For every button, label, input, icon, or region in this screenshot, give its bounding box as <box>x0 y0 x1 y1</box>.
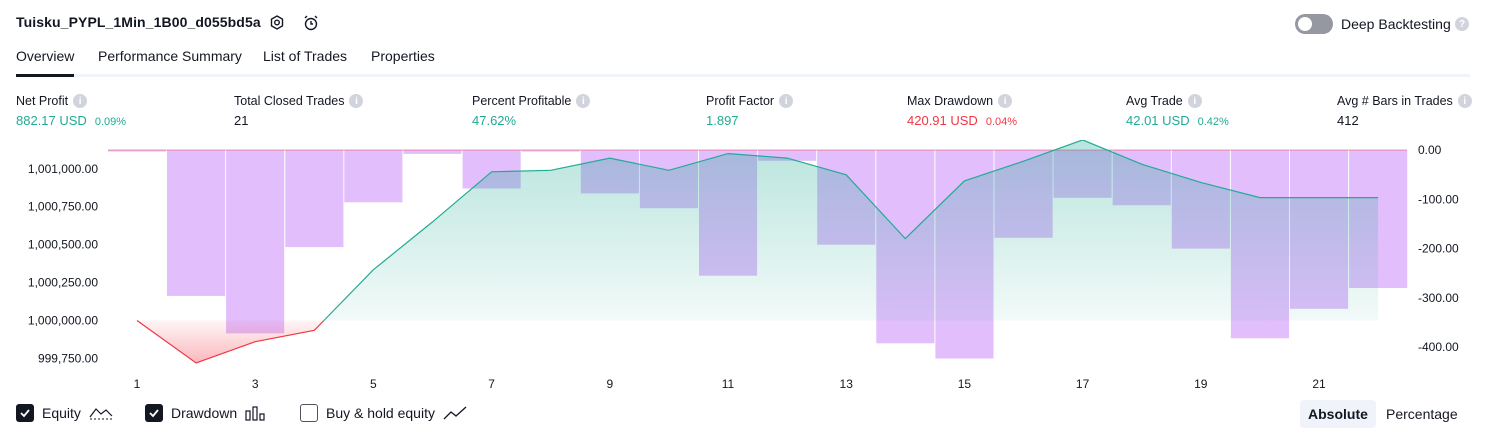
info-icon[interactable]: i <box>349 94 364 108</box>
equity-label: Equity <box>42 405 81 421</box>
left-axis: 1,001,000.00 1,000,750.00 1,000,500.00 1,00… <box>28 162 98 366</box>
metric-label: Avg Trade <box>1126 94 1183 108</box>
buy-hold-label: Buy & hold equity <box>326 405 435 421</box>
right-axis: 0.00 -100.00 -200.00 -300.00 -400.00 <box>1418 143 1459 354</box>
x-axis-tick: 11 <box>722 377 735 391</box>
drawdown-bar <box>344 150 403 203</box>
metric-max-drawdown: Max Drawdown i 420.91 USD 0.04% <box>907 94 1017 128</box>
strategy-title: Tuisku_PYPL_1Min_1B00_d055bd5a <box>16 14 261 30</box>
x-axis-tick: 19 <box>1194 377 1208 391</box>
settings-gear-icon[interactable] <box>266 12 288 34</box>
metric-value: 882.17 USD <box>16 113 87 128</box>
drawdown-bars-icon <box>245 406 265 421</box>
equity-series <box>136 140 1379 364</box>
drawdown-bar <box>521 150 580 152</box>
drawdown-bar <box>285 150 344 248</box>
right-axis-tick: -400.00 <box>1418 340 1459 354</box>
metric-percent: 0.09% <box>94 116 127 128</box>
deep-backtesting-toggle[interactable] <box>1295 14 1333 34</box>
left-axis-tick: 1,000,000.00 <box>28 314 98 328</box>
tab-bar: Overview Performance Summary List of Tra… <box>16 48 1470 77</box>
metric-label: Profit Factor <box>706 94 775 108</box>
right-axis-tick: -100.00 <box>1418 192 1459 206</box>
drawdown-bar <box>108 150 167 152</box>
metric-total-closed-trades: Total Closed Trades i 21 <box>234 94 364 128</box>
x-axis-tick: 9 <box>606 377 613 391</box>
drawdown-bar <box>226 150 285 334</box>
x-axis-tick: 3 <box>252 377 259 391</box>
metric-percent-profitable: Percent Profitable i 47.62% <box>472 94 591 128</box>
equity-line-icon <box>89 408 113 420</box>
absolute-button[interactable]: Absolute <box>1300 400 1376 428</box>
metric-value: 412 <box>1337 113 1359 128</box>
left-axis-tick: 1,000,750.00 <box>28 200 98 214</box>
left-axis-tick: 1,000,500.00 <box>28 238 98 252</box>
info-icon[interactable]: i <box>1187 94 1202 108</box>
equity-loss-area <box>137 320 324 363</box>
metric-percent: 0.42% <box>1197 116 1229 128</box>
tab-performance-summary[interactable]: Performance Summary <box>98 48 242 64</box>
info-icon[interactable]: i <box>73 94 88 108</box>
metric-value: 47.62% <box>472 113 517 128</box>
metric-value: 420.91 USD <box>907 113 978 128</box>
right-axis-tick: 0.00 <box>1418 143 1442 157</box>
equity-line <box>323 140 1379 321</box>
metric-net-profit: Net Profit i 882.17 USD 0.09% <box>16 94 126 128</box>
x-axis: 1 3 5 7 9 11 13 15 17 19 21 <box>134 377 1326 391</box>
x-axis-tick: 21 <box>1312 377 1326 391</box>
x-axis-tick: 15 <box>958 377 972 391</box>
buy-hold-line-icon <box>443 406 467 420</box>
metric-value: 1.897 <box>706 113 739 128</box>
toggle-knob <box>1298 17 1312 31</box>
metric-percent: 0.04% <box>985 116 1018 128</box>
metric-label: Total Closed Trades <box>234 94 345 108</box>
info-icon[interactable]: i <box>779 94 794 108</box>
left-axis-tick: 1,000,250.00 <box>28 276 98 290</box>
drawdown-bar <box>758 150 817 161</box>
buy-hold-checkbox[interactable] <box>300 404 318 422</box>
drawdown-bar <box>167 150 226 296</box>
tab-properties[interactable]: Properties <box>371 48 435 64</box>
equity-loss-line <box>136 320 325 364</box>
alarm-clock-icon[interactable] <box>300 12 322 34</box>
metric-label: Net Profit <box>16 94 69 108</box>
metric-avg-bars-in-trades: Avg # Bars in Trades i 412 <box>1337 94 1472 128</box>
x-axis-tick: 13 <box>840 377 854 391</box>
equity-profit-area <box>323 140 1379 321</box>
deep-backtesting-label: Deep Backtesting <box>1341 16 1451 32</box>
left-axis-tick: 1,001,000.00 <box>28 162 98 176</box>
metric-value: 42.01 USD <box>1126 113 1190 128</box>
right-axis-tick: -300.00 <box>1418 291 1459 305</box>
x-axis-tick: 17 <box>1076 377 1090 391</box>
right-axis-tick: -200.00 <box>1418 242 1459 256</box>
x-axis-tick: 5 <box>370 377 377 391</box>
metric-avg-trade: Avg Trade i 42.01 USD 0.42% <box>1126 94 1229 128</box>
x-axis-tick: 1 <box>134 377 141 391</box>
metric-label: Max Drawdown <box>907 94 994 108</box>
metric-label: Avg # Bars in Trades <box>1337 94 1453 108</box>
x-axis-tick: 7 <box>488 377 495 391</box>
drawdown-checkbox[interactable] <box>145 404 163 422</box>
legend-buy-hold-equity[interactable]: Buy & hold equity <box>300 404 467 422</box>
help-question-icon[interactable]: ? <box>1455 17 1469 31</box>
drawdown-label: Drawdown <box>171 405 238 421</box>
tab-overview[interactable]: Overview <box>16 48 75 77</box>
legend-equity[interactable]: Equity <box>16 404 113 422</box>
drawdown-bar <box>403 150 462 154</box>
percentage-button[interactable]: Percentage <box>1386 406 1458 422</box>
info-icon[interactable]: i <box>998 94 1013 108</box>
legend-drawdown[interactable]: Drawdown <box>145 404 267 422</box>
metric-value: 21 <box>234 113 249 128</box>
left-axis-tick: 999,750.00 <box>38 351 98 365</box>
info-icon[interactable]: i <box>1457 94 1472 108</box>
info-icon[interactable]: i <box>576 94 591 108</box>
equity-drawdown-chart[interactable]: 1,001,000.00 1,000,750.00 1,000,500.00 1,00… <box>0 140 1486 395</box>
metric-profit-factor: Profit Factor i 1.897 <box>706 94 794 128</box>
metric-label: Percent Profitable <box>472 94 572 108</box>
tab-list-of-trades[interactable]: List of Trades <box>263 48 348 64</box>
equity-checkbox[interactable] <box>16 404 34 422</box>
